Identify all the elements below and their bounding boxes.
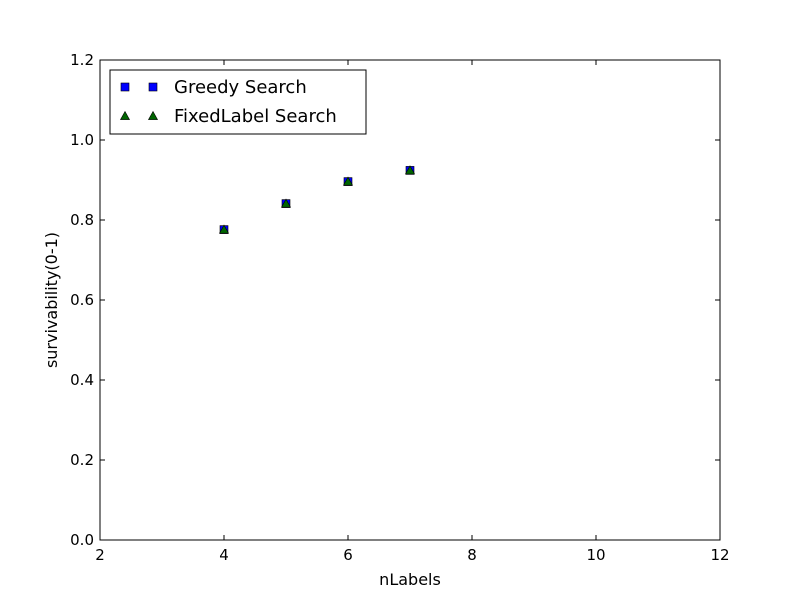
- y-tick-label: 0.6: [70, 291, 94, 309]
- x-tick-label: 6: [343, 546, 353, 564]
- triangle-point: [404, 165, 416, 175]
- x-tick-label: 4: [219, 546, 229, 564]
- y-tick-label: 0.0: [70, 531, 94, 549]
- y-tick-label: 0.2: [70, 451, 94, 469]
- y-tick-label: 1.0: [70, 131, 94, 149]
- triangle-point: [280, 198, 292, 208]
- plot-frame: [99, 59, 721, 541]
- x-tick-label: 10: [586, 546, 605, 564]
- triangle-point: [218, 224, 230, 234]
- y-tick-label: 1.2: [70, 51, 94, 69]
- legend-marker-triangle: [147, 110, 159, 120]
- legend-label: FixedLabel Search: [174, 106, 337, 127]
- series-triangle: [218, 165, 416, 234]
- x-tick-label: 12: [710, 546, 729, 564]
- legend-label: Greedy Search: [174, 77, 307, 98]
- triangle-point: [342, 176, 354, 186]
- y-tick-label: 0.8: [70, 211, 94, 229]
- data-marks: [218, 165, 416, 234]
- legend-marker-triangle: [119, 110, 131, 120]
- x-axis-label: nLabels: [379, 570, 441, 589]
- legend: Greedy Search FixedLabel Search: [109, 69, 367, 135]
- plot-area: [100, 60, 720, 540]
- legend-box: [109, 69, 367, 135]
- legend-marker-square: [148, 82, 158, 92]
- y-axis-label: survivability(0-1): [42, 232, 61, 368]
- legend-marker-square: [120, 82, 130, 92]
- y-tick-label: 0.4: [70, 371, 94, 389]
- x-tick-label: 2: [95, 546, 105, 564]
- x-tick-label: 8: [467, 546, 477, 564]
